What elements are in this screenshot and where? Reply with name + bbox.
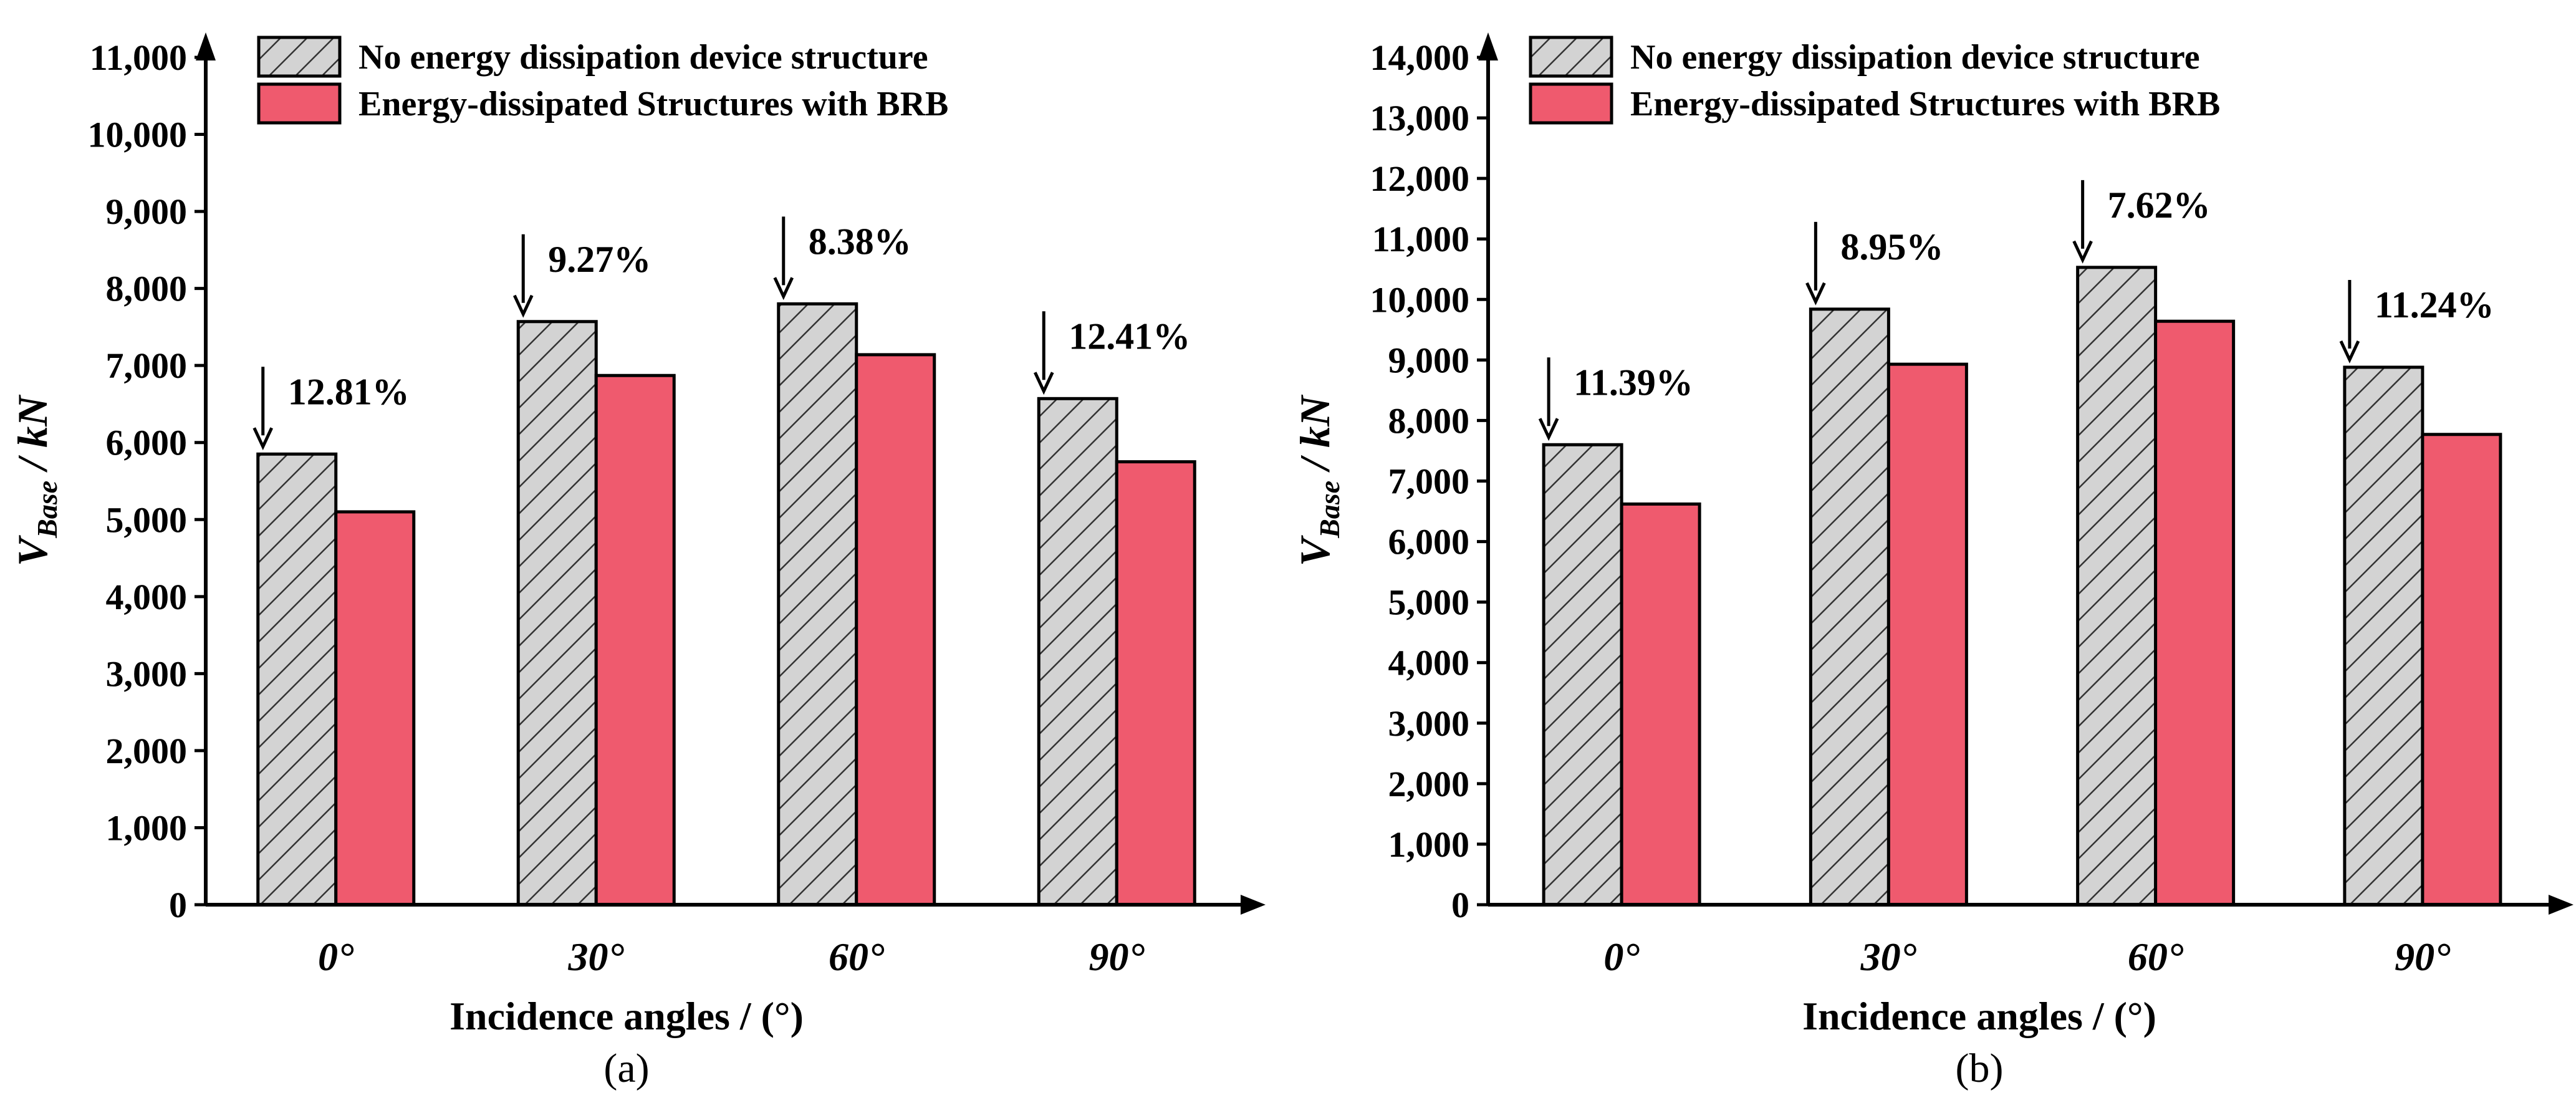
- legend-swatch-brb: [1529, 82, 1613, 125]
- y-tick-label: 6,000: [106, 423, 188, 463]
- legend-label: Energy-dissipated Structures with BRB: [358, 85, 948, 123]
- y-tick-label: 3,000: [1388, 703, 1470, 744]
- legend-swatch-no-device: [1529, 36, 1613, 78]
- y-axis-label: VBase / kN: [9, 394, 63, 566]
- y-tick-label: 13,000: [1370, 98, 1470, 138]
- y-tick-label: 5,000: [106, 499, 188, 540]
- annotation-arrowhead: [2072, 240, 2093, 264]
- y-axis-label-unit: / kN: [1291, 394, 1338, 481]
- reduction-label: 7.62%: [2108, 185, 2211, 226]
- bar-no-device: [256, 452, 338, 907]
- reduction-label: 11.39%: [1574, 362, 1693, 403]
- y-tick-label: 0: [1451, 885, 1469, 925]
- y-tick-label: 10,000: [1370, 279, 1470, 320]
- y-tick-label: 11,000: [1372, 219, 1469, 259]
- bar-brb: [855, 353, 936, 907]
- bar-brb: [2421, 433, 2502, 907]
- y-tick-label: 0: [169, 885, 187, 925]
- y-axis-label-sub: Base: [31, 481, 63, 539]
- reduction-label: 12.81%: [288, 371, 410, 412]
- y-tick-label: 4,000: [1388, 643, 1470, 683]
- legend-label: Energy-dissipated Structures with BRB: [1630, 85, 2220, 123]
- bar-no-device: [516, 320, 598, 907]
- y-tick-label: 14,000: [1370, 37, 1470, 78]
- bar-no-device: [2076, 266, 2158, 907]
- annotation-arrowhead: [512, 294, 534, 318]
- y-tick-label: 10,000: [88, 115, 188, 155]
- y-tick-label: 2,000: [1388, 764, 1470, 804]
- y-tick-label: 1,000: [1388, 824, 1470, 865]
- y-tick-label: 3,000: [106, 653, 188, 694]
- annotation-arrowhead: [1805, 282, 1826, 306]
- reduction-label: 11.24%: [2375, 284, 2494, 325]
- y-tick-label: 9,000: [106, 191, 188, 232]
- annotation-arrowhead: [252, 427, 274, 451]
- x-category-label: 60°: [829, 935, 885, 979]
- y-tick-label: 5,000: [1388, 582, 1470, 623]
- bar-no-device: [1809, 307, 1890, 907]
- y-tick-label: 4,000: [106, 577, 188, 617]
- legend-label: No energy dissipation device structure: [358, 38, 928, 77]
- x-axis-label: Incidence angles / (°): [449, 994, 804, 1038]
- y-axis-label-main: V: [9, 535, 56, 566]
- y-tick-label: 12,000: [1370, 158, 1470, 199]
- panel-label: (b): [1956, 1046, 2004, 1091]
- x-category-label: 90°: [2395, 935, 2451, 979]
- y-axis-arrow: [196, 32, 216, 60]
- bar-brb: [594, 373, 676, 907]
- bar-brb: [1886, 362, 1968, 907]
- bar-brb: [1115, 460, 1196, 907]
- y-tick-label: 8,000: [106, 269, 188, 309]
- panel-label: (a): [603, 1046, 649, 1091]
- x-category-label: 0°: [318, 935, 354, 979]
- bar-no-device: [1542, 443, 1623, 907]
- y-tick-label: 6,000: [1388, 522, 1470, 562]
- y-tick-label: 11,000: [90, 37, 187, 78]
- x-category-label: 0°: [1603, 935, 1640, 979]
- chart-panel-b: 0 1,000 2,000 3,000 4,000 5,000 6,000 7,000 8,00…: [1291, 32, 2574, 1091]
- annotation-arrowhead: [773, 277, 794, 301]
- legend-swatch-brb: [257, 82, 342, 125]
- chart-panel-a: 0 1,000 2,000 3,000 4,000 5,000 6,000 7,000 8,00…: [9, 32, 1266, 1091]
- y-tick-label: 9,000: [1388, 340, 1470, 380]
- y-tick-label: 7,000: [106, 345, 188, 386]
- bar-brb: [334, 510, 416, 907]
- y-axis-arrow: [1478, 32, 1498, 60]
- y-axis-label-main: V: [1291, 535, 1338, 566]
- annotation-arrowhead: [1033, 372, 1054, 395]
- legend-swatch-no-device: [257, 36, 342, 78]
- x-category-label: 30°: [1860, 935, 1917, 979]
- reduction-label: 8.38%: [809, 221, 911, 262]
- x-category-label: 90°: [1089, 935, 1145, 979]
- reduction-label: 8.95%: [1840, 226, 1943, 267]
- x-axis-label: Incidence angles / (°): [1802, 994, 2156, 1038]
- x-category-label: 60°: [2128, 935, 2184, 979]
- x-axis-arrow: [1241, 895, 1266, 915]
- y-axis-label-unit: / kN: [9, 394, 56, 481]
- bar-no-device: [2343, 365, 2425, 907]
- y-tick-label: 8,000: [1388, 400, 1470, 441]
- y-tick-label: 2,000: [106, 731, 188, 771]
- y-axis-label-sub: Base: [1314, 481, 1345, 539]
- annotation-arrowhead: [1538, 418, 1559, 441]
- y-tick-label: 7,000: [1388, 461, 1470, 502]
- x-axis-arrow: [2549, 895, 2574, 915]
- bar-no-device: [777, 302, 858, 907]
- bar-brb: [1620, 502, 1701, 907]
- bar-brb: [2154, 319, 2236, 907]
- y-axis-label: VBase / kN: [1291, 394, 1345, 566]
- x-category-label: 30°: [567, 935, 624, 979]
- reduction-label: 9.27%: [548, 239, 651, 280]
- legend-label: No energy dissipation device structure: [1630, 38, 2200, 77]
- bar-no-device: [1037, 397, 1118, 907]
- reduction-label: 12.41%: [1069, 315, 1190, 357]
- y-tick-label: 1,000: [106, 807, 188, 848]
- annotation-arrowhead: [2339, 340, 2360, 364]
